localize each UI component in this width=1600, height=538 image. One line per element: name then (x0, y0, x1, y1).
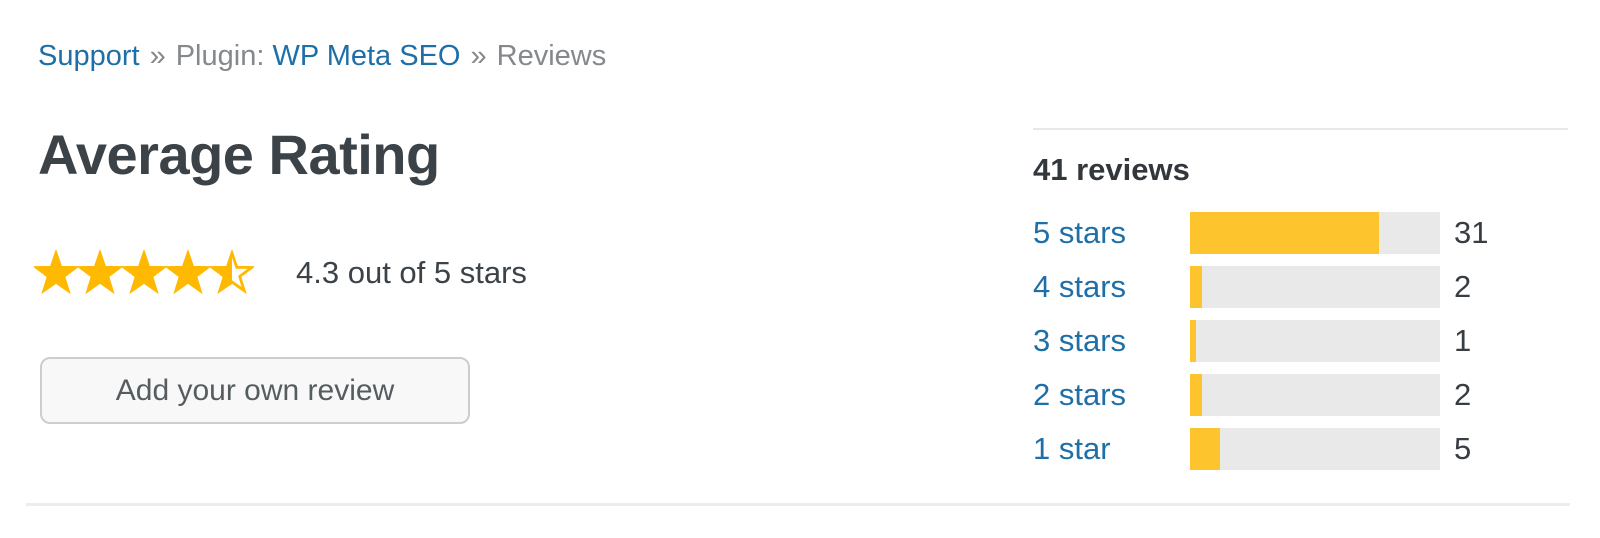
star-icon (34, 250, 78, 295)
breadcrumb-current-page: Reviews (496, 40, 607, 72)
rating-breakdown: 41 reviews 5 stars 31 4 stars 2 3 stars … (1033, 128, 1568, 482)
rating-count-1: 5 (1454, 431, 1472, 466)
rating-breakdown-row: 5 stars 31 (1033, 212, 1568, 254)
rating-count-2: 2 (1454, 377, 1472, 412)
breadcrumb-support-link[interactable]: Support (38, 40, 140, 72)
rating-bar-4[interactable] (1190, 266, 1440, 308)
breadcrumb: Support » Plugin: WP Meta SEO » Reviews (38, 40, 606, 73)
rating-bar-fill (1190, 374, 1203, 416)
star-filter-link-1[interactable]: 1 star (1033, 431, 1111, 466)
rating-breakdown-row: 4 stars 2 (1033, 266, 1568, 308)
star-filter-link-3[interactable]: 3 stars (1033, 323, 1127, 358)
rating-value-text: 4.3 out of 5 stars (296, 255, 527, 290)
star-icon (78, 250, 122, 295)
section-divider (26, 503, 1570, 506)
rating-bar-fill (1190, 266, 1203, 308)
breadcrumb-plugin-prefix: Plugin: (175, 40, 265, 72)
reviews-count-heading: 41 reviews (1033, 152, 1190, 187)
breadcrumb-separator: » (149, 40, 166, 72)
rating-bar-fill (1190, 320, 1197, 362)
average-rating-heading: Average Rating (38, 123, 440, 186)
star-filter-link-5[interactable]: 5 stars (1033, 215, 1127, 250)
rating-bar-2[interactable] (1190, 374, 1440, 416)
star-half-icon (210, 250, 254, 295)
rating-bar-1[interactable] (1190, 428, 1440, 470)
breadcrumb-plugin-link[interactable]: WP Meta SEO (272, 40, 461, 72)
rating-breakdown-row: 1 star 5 (1033, 428, 1568, 470)
rating-count-3: 1 (1454, 323, 1472, 358)
add-review-button[interactable]: Add your own review (40, 357, 470, 424)
rating-breakdown-row: 2 stars 2 (1033, 374, 1568, 416)
rating-bar-5[interactable] (1190, 212, 1440, 254)
breadcrumb-separator: » (470, 40, 487, 72)
star-rating: 4.3 out of 5 stars (34, 250, 527, 296)
rating-bar-fill (1190, 212, 1380, 254)
star-filter-link-4[interactable]: 4 stars (1033, 269, 1127, 304)
rating-breakdown-row: 3 stars 1 (1033, 320, 1568, 362)
star-filter-link-2[interactable]: 2 stars (1033, 377, 1127, 412)
rating-count-5: 31 (1454, 215, 1489, 250)
star-icon (166, 250, 210, 295)
rating-bar-fill (1190, 428, 1221, 470)
rating-bar-3[interactable] (1190, 320, 1440, 362)
star-icon (122, 250, 166, 295)
rating-breakdown-rows: 5 stars 31 4 stars 2 3 stars 1 2 stars 2… (1033, 212, 1568, 470)
rating-count-4: 2 (1454, 269, 1472, 304)
